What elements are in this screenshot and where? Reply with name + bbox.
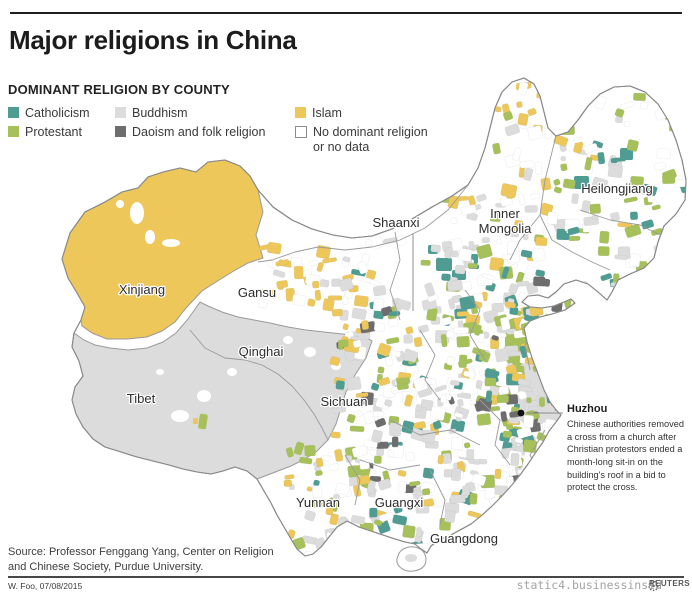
nodata-patch: [162, 239, 180, 247]
source-line2: and Chinese Society, Purdue University.: [8, 560, 204, 573]
legend-label: Catholicism: [25, 106, 90, 120]
huzhou-annotation: Huzhou Chinese authorities removed a cro…: [567, 403, 691, 494]
province-borders: [189, 135, 661, 526]
map-label-qinghai: Qinghai: [239, 344, 284, 359]
map-label-sichuan: Sichuan: [321, 394, 368, 409]
nodata-patch: [171, 410, 189, 422]
legend-item-protestant: Protestant: [8, 125, 82, 140]
nodata-patch: [227, 368, 237, 376]
watermark: static4.businessinsid: [516, 578, 662, 592]
page-title: Major religions in China: [9, 25, 297, 55]
map-label-yunnan: Yunnan: [296, 495, 340, 510]
map-label-guangxi: Guangxi: [375, 495, 424, 510]
map-label-gansu: Gansu: [238, 285, 276, 300]
footer-rule: [8, 576, 684, 578]
source-line1: Source: Professor Fenggang Yang, Center …: [8, 546, 274, 558]
hainan-county: [405, 554, 417, 562]
nodata-patch: [283, 336, 293, 344]
county: [193, 418, 198, 424]
catholicism-swatch: [8, 107, 19, 118]
nodata-patch: [304, 347, 316, 357]
source-note: Source: Professor Fenggang Yang, Center …: [8, 545, 274, 574]
county: [198, 413, 208, 430]
map-label-heilongjiang: Heilongjiang: [581, 181, 653, 196]
china-outline: [61, 77, 687, 557]
legend-item-no-data: No dominant religion or no data: [295, 125, 431, 155]
county: [620, 148, 633, 160]
legend-label: Islam: [312, 106, 342, 120]
islam-swatch: [295, 107, 306, 118]
daoism-swatch: [115, 126, 126, 137]
protestant-swatch: [8, 126, 19, 137]
reuters-logo: REUTERS: [647, 579, 690, 592]
nodata-patch: [145, 230, 155, 244]
nodata-patch: [116, 200, 124, 208]
map-label-inner-mongolia-2: Mongolia: [479, 221, 533, 236]
legend-label: Protestant: [25, 125, 82, 139]
byline: W. Foo, 07/08/2015: [8, 581, 83, 591]
huzhou-dot: [517, 409, 525, 417]
buddhism-swatch: [115, 107, 126, 118]
legend-item-catholicism: Catholicism: [8, 106, 90, 121]
map-label-inner-mongolia-1: Inner: [490, 206, 520, 221]
reuters-wordmark: REUTERS: [648, 579, 690, 588]
legend-label: Daoism and folk religion: [132, 125, 266, 139]
map-label-xinjiang: Xinjiang: [119, 282, 165, 297]
county: [574, 176, 589, 189]
annotation-title: Huzhou: [567, 403, 608, 415]
legend-item-daoism: Daoism and folk religion: [115, 125, 265, 140]
top-rule: [10, 12, 682, 14]
nodata-patch: [156, 369, 164, 375]
legend-label: Buddhism: [132, 106, 188, 120]
annotation-body: Chinese authorities removed a cross from…: [567, 419, 684, 493]
legend-item-islam: Islam: [295, 106, 342, 121]
legend-label: No dominant religion or no data: [313, 125, 428, 154]
map-label-guangdong: Guangdong: [430, 531, 498, 546]
map-label-shaanxi: Shaanxi: [373, 215, 420, 230]
legend-title: DOMINANT RELIGION BY COUNTY: [8, 82, 230, 97]
nodata-patch: [197, 390, 211, 402]
reuters-mark-icon: [648, 580, 659, 592]
legend-item-buddhism: Buddhism: [115, 106, 188, 121]
nodata-patch: [130, 202, 144, 224]
no-data-swatch: [295, 126, 307, 138]
map-label-tibet: Tibet: [127, 391, 156, 406]
